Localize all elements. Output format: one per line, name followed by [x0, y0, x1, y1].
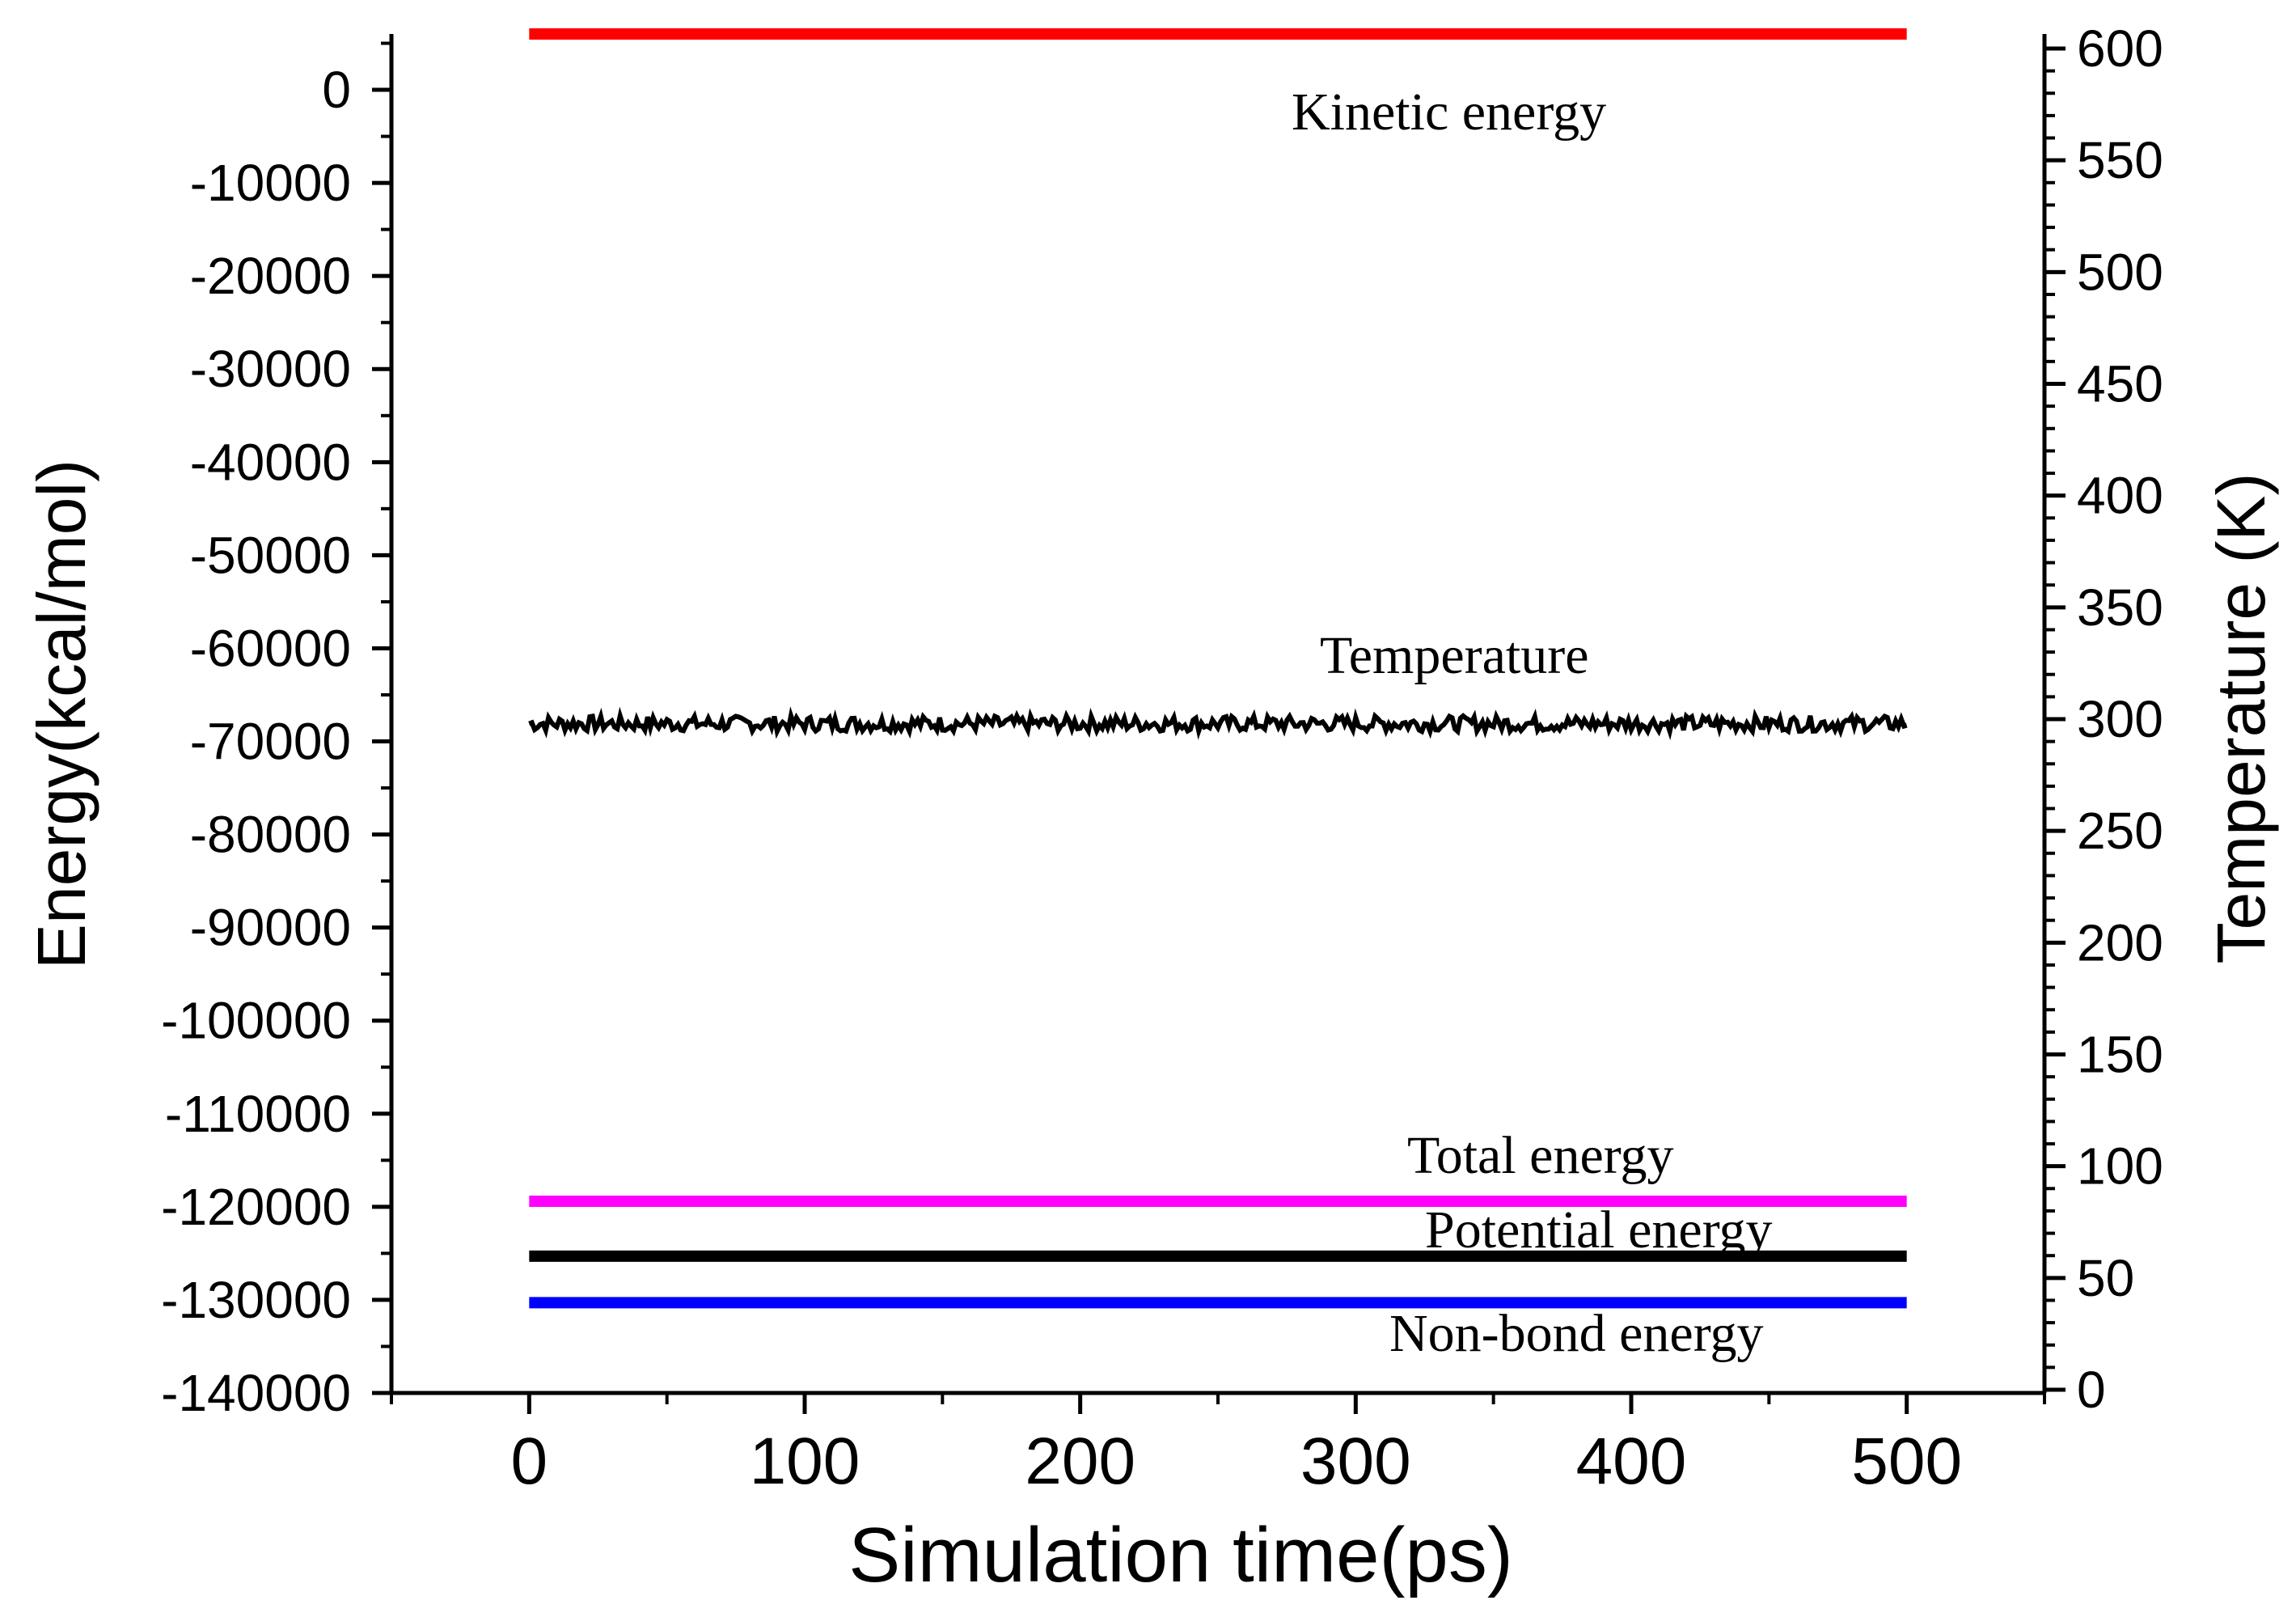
- series-layer: [528, 28, 1908, 1309]
- y-axis-left-title: Energy(kcal/mol): [23, 459, 99, 969]
- series-label-kinetic-energy: Kinetic energy: [1292, 83, 1606, 142]
- y-right-tick-label: 550: [2077, 131, 2163, 189]
- y-right-tick-label: 50: [2077, 1249, 2134, 1307]
- y-right-tick-label: 400: [2077, 467, 2163, 525]
- y-right-tick-label: 300: [2077, 690, 2163, 748]
- x-axis-title: Simulation time(ps): [848, 1512, 1513, 1598]
- axes: 0 100 200 300 400 5000-10000-20000-30000-4000…: [161, 19, 2163, 1498]
- y-right-tick-label: 0: [2077, 1361, 2106, 1419]
- y-left-tick-label: -90000: [190, 899, 351, 957]
- y-left-tick-label: -80000: [190, 806, 351, 864]
- y-left-tick-label: -110000: [165, 1085, 351, 1143]
- y-right-tick-label: 250: [2077, 802, 2163, 860]
- y-left-tick-label: -60000: [190, 619, 351, 677]
- y-left-tick-label: -70000: [190, 713, 351, 771]
- y-left-tick-label: -120000: [161, 1178, 351, 1236]
- y-right-tick-label: 500: [2077, 243, 2163, 301]
- x-tick-label: 100: [750, 1425, 860, 1498]
- y-left-tick-label: -40000: [190, 433, 351, 491]
- y-right-tick-label: 450: [2077, 355, 2163, 413]
- y-right-tick-label: 150: [2077, 1026, 2163, 1084]
- x-tick-label: 200: [1025, 1425, 1135, 1498]
- y-left-tick-label: -20000: [190, 247, 351, 305]
- y-axis-right-title: Temperature (K): [2203, 473, 2279, 964]
- y-right-tick-label: 600: [2077, 19, 2163, 78]
- x-tick-label: 300: [1300, 1425, 1411, 1498]
- series-label-total-energy: Total energy: [1407, 1126, 1674, 1185]
- series-label-potential-energy: Potential energy: [1425, 1200, 1773, 1259]
- y-right-tick-label: 200: [2077, 913, 2163, 972]
- y-left-tick-label: -30000: [190, 340, 351, 398]
- y-left-tick-label: -50000: [190, 526, 351, 584]
- x-tick-label: 0: [511, 1425, 548, 1498]
- y-left-tick-label: -140000: [161, 1364, 351, 1422]
- series-label-non-bond-energy: Non-bond energy: [1389, 1304, 1764, 1363]
- y-right-tick-label: 100: [2077, 1137, 2163, 1196]
- y-right-tick-label: 350: [2077, 578, 2163, 637]
- y-left-tick-label: -10000: [190, 154, 351, 212]
- x-tick-label: 400: [1576, 1425, 1687, 1498]
- series-temperature: [528, 706, 1908, 741]
- y-left-tick-label: -100000: [161, 992, 351, 1050]
- x-tick-label: 500: [1851, 1425, 1962, 1498]
- y-left-tick-label: -130000: [161, 1271, 351, 1329]
- series-label-temperature: Temperature: [1320, 626, 1589, 685]
- y-left-tick-label: 0: [322, 61, 351, 119]
